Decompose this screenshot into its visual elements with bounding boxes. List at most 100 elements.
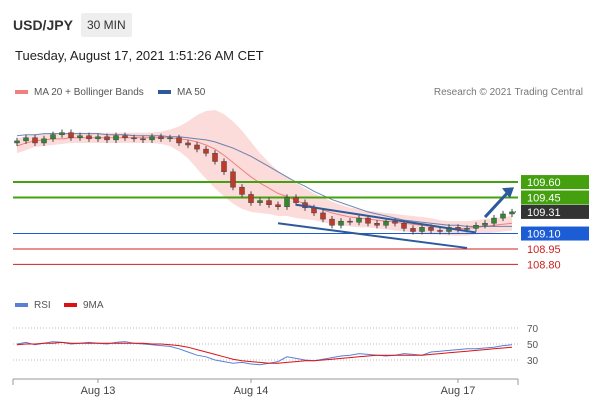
candle-body <box>77 135 83 139</box>
rsi-ma-line <box>16 341 513 364</box>
level-label-109.45: 109.45 <box>527 193 561 205</box>
time-axis: Aug 13 Aug 14 Aug 17 <box>12 378 519 397</box>
bollinger-band-area <box>17 110 512 236</box>
candle-body <box>266 200 272 205</box>
candle-body <box>257 200 263 203</box>
candle-body <box>482 222 488 226</box>
timeframe-badge[interactable]: 30 MIN <box>81 13 132 37</box>
candle-body <box>158 136 164 140</box>
rsi-tick-50: 50 <box>527 340 539 351</box>
chart-header: USD/JPY 30 MIN Tuesday, August 17, 2021 … <box>0 0 596 75</box>
candle-body <box>86 135 92 140</box>
ma9-swatch <box>64 303 77 308</box>
candle-body <box>23 137 29 142</box>
candle-body <box>14 140 20 144</box>
candle-body <box>248 194 254 203</box>
level-label-bg-109.60 <box>521 175 589 190</box>
level-label-109.31: 109.31 <box>527 207 561 219</box>
candle-body <box>383 220 389 226</box>
ma50-line <box>16 133 512 227</box>
candle-body <box>239 186 245 195</box>
candle-body <box>140 138 146 141</box>
level-labels: 109.60 109.45 109.31 109.10 108.95 108.80 <box>521 175 589 271</box>
level-label-109.10: 109.10 <box>527 229 561 241</box>
candle-body <box>50 134 56 140</box>
candle-body <box>392 220 398 224</box>
timestamp: Tuesday, August 17, 2021 1:51:26 AM CET <box>15 48 264 63</box>
x-tick-label: Aug 14 <box>234 385 269 397</box>
ma20-legend-label: MA 20 + Bollinger Bands <box>34 87 144 98</box>
trend-overlays <box>277 187 514 249</box>
candle-body <box>212 152 218 162</box>
candle-body <box>176 137 182 144</box>
candle-body <box>194 144 200 150</box>
candle-body <box>275 204 281 208</box>
legend-9ma: 9MA <box>64 300 104 311</box>
candle-body <box>59 132 65 135</box>
candle-body <box>374 222 380 226</box>
level-label-109.60: 109.60 <box>527 177 561 189</box>
candle-body <box>230 171 236 188</box>
level-label-108.80: 108.80 <box>527 259 561 271</box>
candle-body <box>221 161 227 173</box>
candle-body <box>356 217 362 223</box>
bollinger-bands <box>17 110 512 236</box>
rsi-panel: 70 50 30 <box>13 324 539 367</box>
candle-body <box>122 135 128 139</box>
ma50-legend-label: MA 50 <box>177 87 206 98</box>
candle-body <box>347 220 353 223</box>
legend-ma50: MA 50 <box>158 87 205 98</box>
rsi-legend-label: RSI <box>34 300 51 311</box>
ma50-swatch <box>158 90 171 95</box>
candle-body <box>419 227 425 232</box>
candle-body <box>464 228 470 230</box>
candle-body <box>329 218 335 226</box>
channel-lower-line <box>277 222 468 249</box>
rsi-swatch <box>15 303 28 308</box>
candle-body <box>500 213 506 219</box>
candle-body <box>131 137 137 140</box>
candle-body <box>473 225 479 229</box>
level-label-bg-109.45 <box>521 190 589 205</box>
candle-body <box>365 217 371 224</box>
candle-body <box>149 136 155 141</box>
candle-body <box>113 135 119 141</box>
candle-body <box>203 148 209 154</box>
candle-body <box>320 212 326 220</box>
candle-body <box>491 217 497 224</box>
candle-body <box>104 136 110 141</box>
level-label-108.95: 108.95 <box>527 244 561 256</box>
channel-upper-line <box>295 203 477 234</box>
credit-text: Research © 2021 Trading Central <box>433 87 583 98</box>
rsi-line <box>16 341 513 366</box>
candle-body <box>95 136 101 140</box>
support-resistance-levels <box>13 181 518 265</box>
candle-body <box>68 132 74 139</box>
forecast-arrow-head <box>502 187 514 199</box>
x-tick-label: Aug 13 <box>81 385 116 397</box>
candle-body <box>293 197 299 203</box>
candle-body <box>32 137 38 144</box>
candle-body <box>167 137 173 140</box>
candle-body <box>509 211 515 215</box>
candle-body <box>41 138 47 144</box>
legend-ma20: MA 20 + Bollinger Bands <box>15 87 144 98</box>
candle-body <box>428 227 434 231</box>
candle-body <box>401 222 407 229</box>
symbol-title: USD/JPY <box>13 17 73 33</box>
level-label-bg-109.31 <box>521 204 589 219</box>
candle-body <box>410 228 416 232</box>
rsi-tick-70: 70 <box>527 324 539 335</box>
forecast-arrow-shaft <box>483 190 511 219</box>
ma9-legend-label: 9MA <box>83 300 104 311</box>
legend-rsi: RSI <box>15 300 51 311</box>
candle-body <box>284 197 290 208</box>
level-label-bg-109.10 <box>521 226 589 241</box>
x-tick-label: Aug 17 <box>441 385 476 397</box>
candle-body <box>437 230 443 232</box>
candle-body <box>185 142 191 146</box>
rsi-tick-30: 30 <box>527 356 539 367</box>
candle-body <box>338 220 344 226</box>
ma20-swatch <box>15 90 28 95</box>
